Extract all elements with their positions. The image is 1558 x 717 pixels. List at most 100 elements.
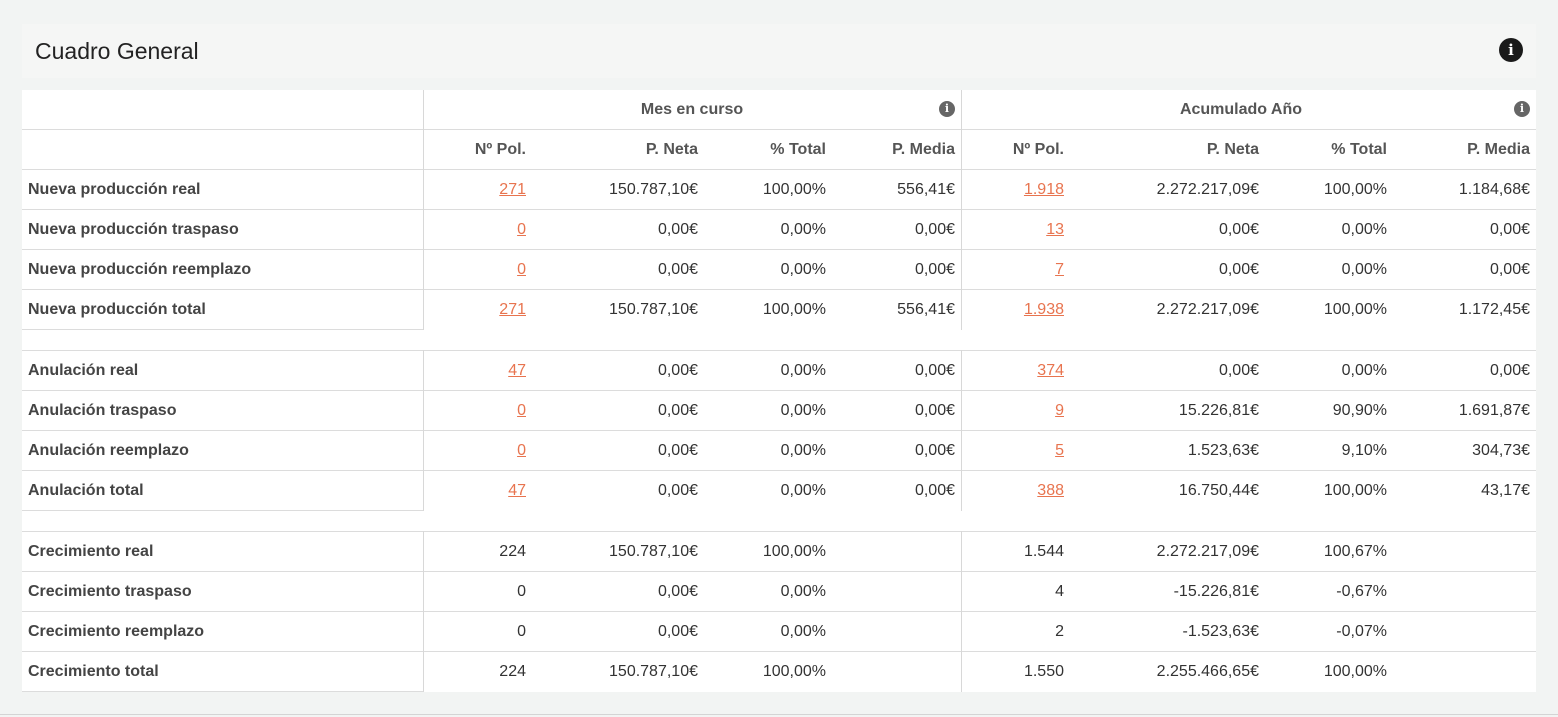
info-icon[interactable]: i [1514, 101, 1530, 117]
row-label: Crecimiento reemplazo [28, 623, 205, 640]
table-cell: -1.523,63€ [1182, 623, 1259, 640]
table-cell: 304,73€ [1472, 442, 1530, 459]
divider [961, 90, 962, 330]
table-cell: 16.750,44€ [1178, 482, 1259, 499]
table-cell: 0,00€ [914, 442, 955, 459]
info-icon[interactable]: i [1499, 38, 1523, 62]
column-header: P. Media [892, 141, 955, 158]
table-row: Crecimiento reemplazo 0 0,00€ 0,00% 2 -1… [22, 612, 1536, 652]
table-cell: 100,67% [1323, 543, 1387, 560]
policy-count-link[interactable]: 47 [508, 362, 526, 379]
table-cell: 0,00% [780, 583, 826, 600]
table-cell: 0,00€ [1489, 221, 1530, 238]
table-cell: 0 [517, 583, 526, 600]
column-header: P. Media [1467, 141, 1530, 158]
divider [22, 470, 1536, 471]
group-header-row: Mes en curso i Acumulado Año i [22, 90, 1536, 130]
divider [961, 531, 962, 692]
table-cell: 0,00€ [657, 583, 698, 600]
table-cell: 100,00% [762, 663, 826, 680]
column-header-row: Nº Pol. P. Neta % Total P. Media Nº Pol.… [22, 130, 1536, 170]
table-cell: 100,00% [1323, 482, 1387, 499]
table-cell: 1.550 [1023, 663, 1064, 680]
table-cell: 224 [499, 663, 526, 680]
table-cell: 0,00% [780, 221, 826, 238]
divider [22, 531, 1536, 532]
table-cell [1402, 652, 1530, 692]
table-cell [842, 612, 955, 652]
divider [22, 571, 1536, 572]
policy-count-link[interactable]: 271 [499, 301, 526, 318]
table-cell: 0,00€ [1218, 221, 1259, 238]
column-header: P. Neta [1206, 141, 1259, 158]
table-cell [1402, 572, 1530, 612]
row-label: Nueva producción real [28, 181, 201, 198]
table-cell: 0,00€ [657, 261, 698, 278]
table-row: Crecimiento traspaso 0 0,00€ 0,00% 4 -15… [22, 572, 1536, 612]
table-cell [1402, 612, 1530, 652]
divider [22, 350, 1536, 351]
table-cell: -0,07% [1336, 623, 1387, 640]
divider [22, 129, 1536, 130]
table-cell: 43,17€ [1481, 482, 1530, 499]
policy-count-link[interactable]: 9 [1055, 402, 1064, 419]
row-label: Anulación traspaso [28, 402, 177, 419]
table-cell: 100,00% [1323, 301, 1387, 318]
table-cell: 224 [499, 543, 526, 560]
table-cell: 2.272.217,09€ [1156, 181, 1259, 198]
policy-count-link[interactable]: 374 [1037, 362, 1064, 379]
table-cell: 0,00€ [657, 402, 698, 419]
table-cell: 0,00€ [657, 623, 698, 640]
table-cell: 0,00% [780, 402, 826, 419]
table-cell: 4 [1055, 583, 1064, 600]
table-cell: 150.787,10€ [609, 543, 698, 560]
info-icon[interactable]: i [939, 101, 955, 117]
policy-count-link[interactable]: 0 [517, 221, 526, 238]
column-header: % Total [1331, 141, 1387, 158]
policy-count-link[interactable]: 271 [499, 181, 526, 198]
table-cell: 2.255.466,65€ [1156, 663, 1259, 680]
table-row: Anulación reemplazo 0 0,00€ 0,00% 0,00€ … [22, 431, 1536, 471]
policy-count-link[interactable]: 5 [1055, 442, 1064, 459]
policy-count-link[interactable]: 1.938 [1023, 301, 1064, 318]
panel-header: Cuadro General i [22, 24, 1536, 78]
table-cell: 0,00€ [1489, 362, 1530, 379]
divider [961, 350, 962, 511]
column-header: % Total [770, 141, 826, 158]
table-cell: 0,00€ [914, 221, 955, 238]
table-cell: 0,00€ [657, 221, 698, 238]
divider [423, 531, 424, 692]
table-cell: -0,67% [1336, 583, 1387, 600]
table-cell: 1.523,63€ [1187, 442, 1259, 459]
table-cell: 0,00% [1341, 261, 1387, 278]
table-cell: 0,00€ [1218, 261, 1259, 278]
table-cell: 0,00€ [657, 362, 698, 379]
policy-count-link[interactable]: 0 [517, 261, 526, 278]
table-cell: 0,00€ [657, 482, 698, 499]
table-cell: 9,10% [1341, 442, 1387, 459]
table-cell: 0,00€ [914, 362, 955, 379]
table-cell: 100,00% [762, 301, 826, 318]
table-row: Crecimiento real 224 150.787,10€ 100,00%… [22, 532, 1536, 572]
divider [22, 510, 424, 511]
page-title: Cuadro General [35, 38, 199, 64]
column-header: P. Neta [645, 141, 698, 158]
policy-count-link[interactable]: 13 [1046, 221, 1064, 238]
divider [22, 289, 1536, 290]
policy-count-link[interactable]: 7 [1055, 261, 1064, 278]
policy-count-link[interactable]: 1.918 [1023, 181, 1064, 198]
policy-count-link[interactable]: 0 [517, 402, 526, 419]
divider [22, 209, 1536, 210]
table-cell: 100,00% [762, 181, 826, 198]
table-cell: 90,90% [1332, 402, 1387, 419]
table-row: Crecimiento total 224 150.787,10€ 100,00… [22, 652, 1536, 692]
table-row: Nueva producción reemplazo 0 0,00€ 0,00%… [22, 250, 1536, 290]
table-cell: 150.787,10€ [609, 663, 698, 680]
policy-count-link[interactable]: 0 [517, 442, 526, 459]
policy-count-link[interactable]: 47 [508, 482, 526, 499]
table-cell: 0,00% [780, 442, 826, 459]
table-cell: 1.184,68€ [1458, 181, 1530, 198]
policy-count-link[interactable]: 388 [1037, 482, 1064, 499]
table-cell: 1.544 [1023, 543, 1064, 560]
table-cell: 0,00€ [914, 261, 955, 278]
